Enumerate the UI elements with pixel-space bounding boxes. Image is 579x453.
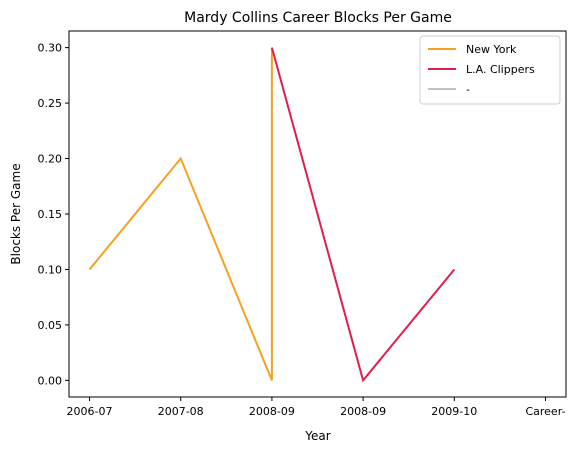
y-tick-label: 0.15 bbox=[38, 208, 63, 221]
y-tick-label: 0.00 bbox=[38, 374, 63, 387]
y-tick-label: 0.20 bbox=[38, 153, 63, 166]
legend-box bbox=[419, 35, 561, 105]
y-axis: 0.00 0.05 0.10 0.15 0.20 0.25 0.30 bbox=[38, 42, 69, 387]
y-tick-label: 0.25 bbox=[38, 97, 63, 110]
x-tick-label: 2007-08 bbox=[158, 405, 204, 418]
y-tick-label: 0.30 bbox=[38, 42, 63, 55]
legend-label: - bbox=[466, 83, 470, 96]
x-tick-label: 2008-09 bbox=[340, 405, 386, 418]
y-tick-label: 0.05 bbox=[38, 319, 63, 332]
x-axis-label: Year bbox=[304, 429, 330, 443]
y-tick-label: 0.10 bbox=[38, 263, 63, 276]
series-line-1 bbox=[270, 47, 456, 383]
legend-label: L.A. Clippers bbox=[466, 63, 535, 76]
x-axis: 2006-07 2007-08 2008-09 2008-09 2009-10 Caree… bbox=[67, 397, 566, 418]
chart-title: Mardy Collins Career Blocks Per Game bbox=[184, 10, 452, 26]
legend-label: New York bbox=[466, 43, 517, 56]
x-tick-label: Career- bbox=[525, 405, 565, 418]
x-tick-label: 2009-10 bbox=[431, 405, 477, 418]
plot-area bbox=[88, 47, 456, 383]
legend: New York L.A. Clippers - bbox=[419, 35, 561, 105]
series-line-0 bbox=[88, 47, 273, 381]
x-tick-label: 2008-09 bbox=[249, 405, 295, 418]
x-tick-label: 2006-07 bbox=[67, 405, 113, 418]
y-axis-label: Blocks Per Game bbox=[9, 163, 23, 264]
